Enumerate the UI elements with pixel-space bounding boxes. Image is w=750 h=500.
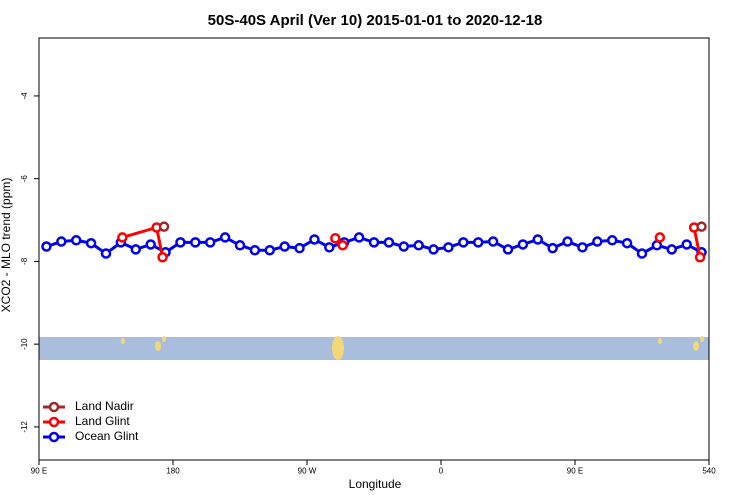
- point: [100, 248, 112, 259]
- legend-label: Land Glint: [75, 414, 130, 428]
- point: [562, 236, 573, 247]
- point: [157, 252, 168, 263]
- point: [383, 237, 395, 248]
- point: [204, 237, 216, 248]
- point: [309, 234, 320, 245]
- point: [654, 232, 666, 243]
- x-tick-label: 90 W: [298, 467, 317, 476]
- point: [621, 237, 633, 249]
- point: [487, 236, 499, 247]
- x-tick-label: 180: [166, 467, 180, 476]
- point: [413, 240, 424, 251]
- point: [117, 232, 128, 243]
- chart-title: 50S-40S April (Ver 10) 2015-01-01 to 202…: [208, 12, 543, 29]
- plot-frame: [38, 37, 710, 461]
- point: [190, 237, 201, 248]
- point: [681, 239, 692, 250]
- point: [175, 237, 186, 248]
- legend-marker: [48, 401, 60, 413]
- y-tick-label: -12: [20, 421, 29, 433]
- x-tick-label: 90 E: [567, 467, 583, 476]
- x-tick-label: 0: [439, 467, 444, 476]
- legend-marker: [48, 416, 60, 428]
- point: [592, 236, 603, 247]
- point: [56, 236, 67, 247]
- point: [158, 221, 170, 232]
- point: [428, 244, 439, 255]
- point: [41, 241, 52, 252]
- point: [279, 241, 290, 252]
- point: [398, 241, 410, 252]
- point: [85, 237, 97, 249]
- point: [353, 232, 365, 243]
- x-tick-label: 540: [702, 467, 716, 476]
- point: [145, 239, 156, 250]
- point: [577, 242, 588, 253]
- point: [330, 232, 341, 244]
- point: [294, 242, 305, 254]
- legend-marker: [48, 431, 60, 443]
- point: [547, 242, 558, 254]
- point: [234, 240, 246, 251]
- point: [249, 244, 261, 256]
- point: [532, 234, 544, 245]
- point: [606, 235, 618, 246]
- y-tick-label: -6: [20, 175, 29, 183]
- x-tick-label: 90 E: [31, 467, 47, 476]
- map-band: [39, 336, 709, 360]
- x-axis-label: Longitude: [349, 477, 402, 491]
- legend-label: Land Nadir: [75, 399, 134, 413]
- point: [70, 235, 82, 246]
- point: [502, 244, 514, 255]
- point: [472, 237, 484, 248]
- point: [324, 242, 335, 253]
- point: [636, 248, 648, 259]
- point: [696, 221, 707, 232]
- point: [458, 237, 469, 248]
- y-tick-label: -10: [20, 338, 29, 350]
- point: [337, 240, 348, 251]
- y-axis-label: XCO2 - MLO trend (ppm): [0, 178, 13, 313]
- legend-label: Ocean Glint: [75, 429, 139, 443]
- point: [264, 244, 276, 256]
- y-tick-label: -4: [20, 92, 29, 100]
- point: [694, 252, 706, 263]
- point: [130, 244, 142, 255]
- point: [443, 242, 454, 253]
- point: [219, 232, 231, 243]
- point: [666, 244, 678, 255]
- point: [517, 239, 529, 250]
- point: [368, 237, 380, 248]
- y-tick-label: -8: [20, 257, 29, 265]
